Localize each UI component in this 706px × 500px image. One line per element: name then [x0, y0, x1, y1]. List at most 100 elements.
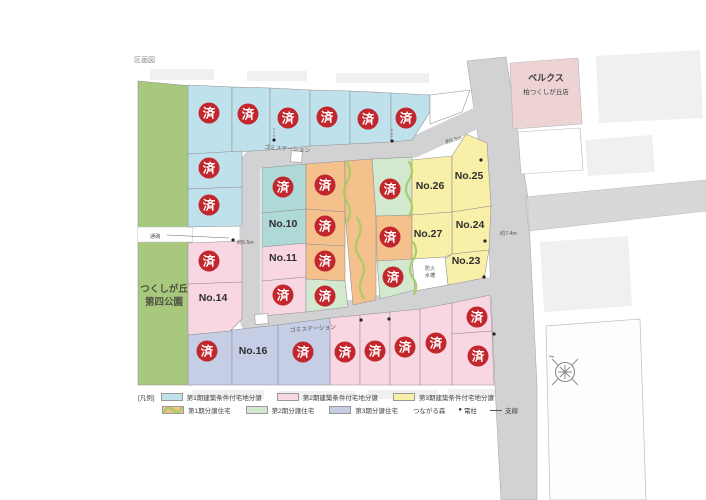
- garbage-station-label-bottom: ゴミステーション: [290, 323, 337, 334]
- legend-item-label: 第3期建築条件付宅地分譲: [418, 395, 494, 402]
- pole-dot-icon: ●: [458, 407, 462, 413]
- building-plot: [517, 127, 584, 175]
- sold-marker: 済: [272, 284, 294, 306]
- garbage-station-label-top: ゴミステーション: [264, 143, 311, 154]
- sold-marker: 済: [198, 157, 220, 179]
- sold-marker: 済: [382, 266, 404, 288]
- lot-number-label: No.16: [239, 345, 268, 357]
- legend-item-label: 第2期分譲住宅: [271, 408, 315, 415]
- building-plot-southeast: [545, 318, 647, 500]
- sold-marker: 済: [198, 102, 220, 124]
- sold-marker: 済: [277, 107, 299, 129]
- sold-marker: 済: [379, 226, 401, 248]
- utility-poles: [231, 128, 496, 336]
- sold-marker-text: 済: [319, 219, 332, 234]
- store-branch-label: 柏つくしが丘店: [523, 87, 569, 96]
- sold-marker: 済: [314, 215, 336, 237]
- sold-marker-text: 済: [384, 182, 397, 197]
- sold-marker-text: 済: [384, 230, 397, 245]
- surrounding-buildings: [150, 50, 703, 400]
- lot-number-label: No.25: [455, 170, 484, 182]
- legend-swatch: [245, 406, 268, 414]
- sold-marker: 済: [334, 341, 356, 363]
- sold-marker: 済: [467, 345, 489, 367]
- sold-marker: 済: [196, 340, 218, 362]
- sold-marker-text: 済: [430, 336, 443, 351]
- teal-lots: [261, 163, 307, 248]
- legend-item-label: 第2期建築条件付宅地分譲: [302, 395, 378, 402]
- sold-marker: 済: [466, 306, 488, 328]
- park-label-line2: 第四公園: [145, 296, 183, 308]
- store-building: [509, 57, 583, 130]
- sold-marker-text: 済: [472, 349, 485, 364]
- legend-swatch: [160, 393, 183, 401]
- passage-strip: [138, 226, 192, 243]
- sold-marker: 済: [425, 332, 447, 354]
- sold-marker-text: 済: [203, 161, 216, 176]
- legend-swatch: [276, 393, 299, 401]
- loop-road: [239, 106, 517, 337]
- sold-marker: 済: [379, 178, 401, 200]
- sold-marker-text: 済: [297, 345, 310, 360]
- legend-forest: つながる森: [162, 405, 446, 415]
- sold-marker-text: 済: [319, 178, 332, 193]
- sold-marker: 済: [314, 285, 336, 307]
- legend-row-2: 第1期分譲住宅 第2期分譲住宅 第3期分譲住宅 つながる森 ● 電柱 支線: [162, 405, 531, 415]
- passage-label: 通路: [150, 232, 161, 240]
- lot-number-label: No.14: [199, 292, 228, 304]
- legend-forest-label: つながる森: [412, 408, 446, 415]
- lot-number-label: No.10: [269, 218, 298, 230]
- legend-item: 第1期建築条件付宅地分譲: [160, 392, 262, 402]
- sold-marker-text: 済: [203, 106, 216, 121]
- legend-row-1: [凡例] 第1期建築条件付宅地分譲 第2期建築条件付宅地分譲 第3期建築条件付宅地分…: [138, 392, 509, 402]
- sold-marker: 済: [272, 176, 294, 198]
- sold-marker: 済: [237, 103, 259, 125]
- road-east-branch: [524, 179, 706, 232]
- sold-marker-text: 済: [321, 110, 334, 125]
- sold-marker-text: 済: [242, 107, 255, 122]
- sold-marker-text: 済: [471, 310, 484, 325]
- sold-marker: 済: [357, 108, 379, 130]
- map-corner-label: 区画図: [134, 56, 155, 64]
- store-name-label: ベルクス: [528, 73, 564, 83]
- sold-marker: 済: [395, 107, 417, 129]
- lot-number-label: No.23: [452, 255, 481, 267]
- legend-item-label: 第1期分譲住宅: [188, 408, 231, 415]
- legend-pole-label: 電柱: [464, 408, 477, 415]
- road-width-label-left: 約5.5m: [237, 238, 254, 246]
- sold-marker-text: 済: [369, 344, 382, 359]
- sold-marker: 済: [292, 341, 314, 363]
- sold-marker-text: 済: [282, 111, 295, 126]
- sold-marker: 済: [314, 174, 336, 196]
- sold-marker-text: 済: [339, 345, 352, 360]
- legend-swatch: [329, 406, 352, 414]
- sold-marker: 済: [394, 336, 416, 358]
- sold-marker: 済: [198, 194, 220, 216]
- fire-tank-label-line1: 防火: [425, 264, 435, 272]
- passage-leader-line: [166, 234, 230, 239]
- sold-marker-layer: 済済済済済済済済済済 済済済済 済済済済済済済済済済済済: [196, 102, 489, 367]
- compass-icon: [548, 355, 579, 386]
- sold-marker-text: 済: [201, 344, 214, 359]
- sold-marker-text: 済: [277, 288, 290, 303]
- legend-item: 第2期分譲住宅: [245, 405, 315, 415]
- lot-number-layer: No.10 No.11 No.14 No.16 No.23 No.24 No.25 No.26…: [199, 170, 485, 357]
- sold-marker-text: 済: [203, 198, 216, 213]
- legend-pole: ● 電柱: [458, 405, 477, 415]
- sold-marker-text: 済: [362, 112, 375, 127]
- lot-number-label: No.27: [414, 228, 443, 240]
- sold-marker-text: 済: [387, 270, 400, 285]
- road-width-label-right: 約7.4m: [500, 229, 517, 237]
- sold-marker-text: 済: [203, 254, 216, 269]
- sold-marker: 済: [314, 250, 336, 272]
- lot-number-label: No.26: [416, 180, 445, 192]
- sold-marker-text: 済: [399, 340, 412, 355]
- sold-marker-text: 済: [277, 180, 290, 195]
- legend-wire: 支線: [490, 405, 518, 415]
- legend-item-label: 第1期建築条件付宅地分譲: [186, 395, 262, 402]
- phase3-lots: [411, 133, 492, 286]
- unassigned-lot: [429, 89, 471, 125]
- legend-wire-label: 支線: [505, 408, 518, 415]
- legend-item-label: 第3期分譲住宅: [355, 408, 398, 415]
- legend-swatch: [392, 393, 415, 401]
